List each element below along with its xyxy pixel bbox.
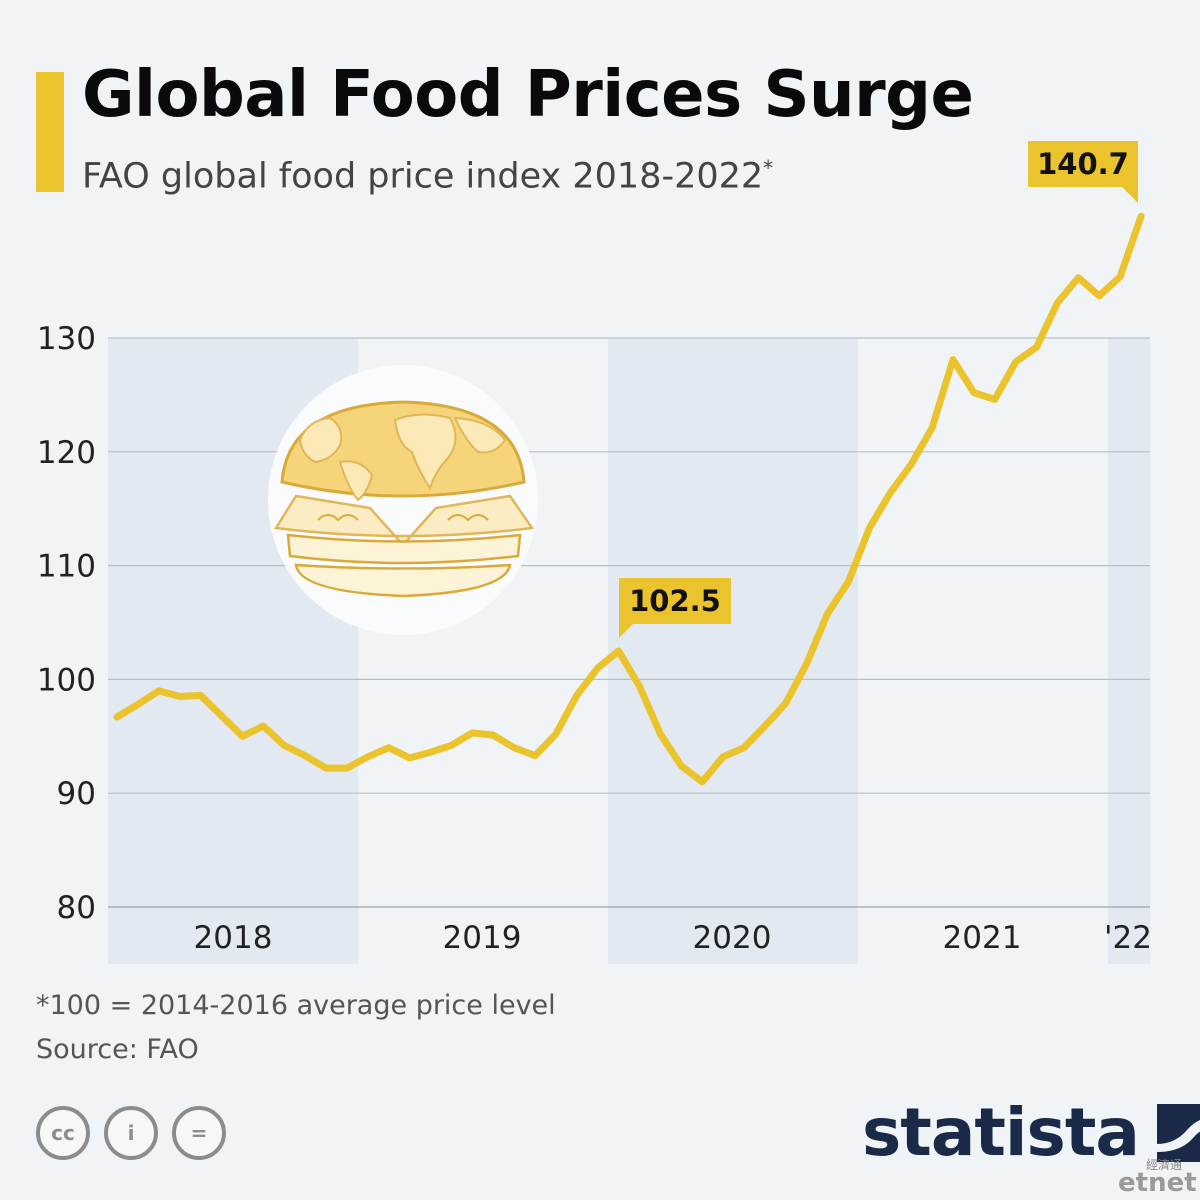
data-point <box>407 755 413 761</box>
data-point <box>992 396 998 402</box>
data-point <box>302 753 308 759</box>
data-point <box>595 665 601 671</box>
data-point <box>825 610 831 616</box>
data-point <box>804 660 810 666</box>
data-point <box>783 700 789 706</box>
statista-logo-icon <box>1156 1104 1200 1162</box>
data-point <box>699 779 705 785</box>
data-point <box>908 461 914 467</box>
data-point <box>1096 293 1102 299</box>
x-year-label: 2018 <box>194 920 273 956</box>
data-point <box>448 742 454 748</box>
data-point <box>574 692 580 698</box>
x-year-label: 2020 <box>693 920 772 956</box>
callout-label: 140.7 <box>1037 147 1129 181</box>
data-point <box>678 763 684 769</box>
data-point <box>1138 213 1144 219</box>
callout-box <box>619 578 731 624</box>
callout-140.7: 140.7 <box>1028 141 1138 203</box>
callout-pointer <box>1122 187 1138 203</box>
creative-commons-icon[interactable]: cc <box>36 1106 90 1160</box>
data-point <box>971 390 977 396</box>
y-axis-ticks: 80 90 100 110 120 130 <box>37 321 96 926</box>
data-point <box>386 745 392 751</box>
gridlines <box>108 337 1150 908</box>
data-point <box>156 688 162 694</box>
attribution-icon[interactable]: i <box>104 1106 158 1160</box>
y-tick-label: 100 <box>37 662 96 698</box>
callout-box <box>1028 141 1138 187</box>
data-point <box>887 490 893 496</box>
data-point <box>511 745 517 751</box>
data-point <box>553 731 559 737</box>
data-point <box>950 357 956 363</box>
license-icons: cc i = <box>36 1106 226 1160</box>
price-index-line <box>113 212 1145 786</box>
source-line: Source: FAO <box>36 1034 199 1065</box>
data-point <box>365 754 371 760</box>
data-point <box>114 714 120 720</box>
year-band-1 <box>608 338 858 964</box>
data-point <box>1075 275 1081 281</box>
no-derivatives-icon[interactable]: = <box>172 1106 226 1160</box>
statista-brand[interactable]: statista <box>862 1100 1200 1166</box>
x-year-label: '22 <box>1104 920 1152 956</box>
data-point <box>281 742 287 748</box>
y-tick-label: 80 <box>57 890 96 926</box>
data-point <box>720 754 726 760</box>
data-points <box>114 213 1144 785</box>
data-point <box>469 730 475 736</box>
y-tick-label: 120 <box>37 435 96 471</box>
chart-subtitle: FAO global food price index 2018-2022* <box>82 156 773 197</box>
y-tick-label: 90 <box>57 776 96 812</box>
data-point <box>657 731 663 737</box>
data-point <box>1034 344 1040 350</box>
x-year-label: 2019 <box>443 920 522 956</box>
data-point <box>198 692 204 698</box>
data-point <box>532 753 538 759</box>
data-point <box>762 723 768 729</box>
year-band-2 <box>1108 338 1150 964</box>
etnet-watermark-cn: 經濟通 <box>1146 1158 1183 1172</box>
callouts: 102.5 140.7 <box>619 141 1138 638</box>
data-point <box>428 749 433 755</box>
data-point <box>846 579 851 585</box>
year-bands <box>108 338 1150 964</box>
data-point <box>239 733 245 739</box>
data-point <box>1117 274 1123 280</box>
x-year-label: 2021 <box>943 920 1022 956</box>
burger-globe-illustration <box>268 365 538 635</box>
data-point <box>323 765 329 771</box>
year-labels: 2018 2019 2020 2021 '22 <box>194 920 1152 956</box>
data-point <box>260 723 266 729</box>
data-point <box>344 765 350 771</box>
subtitle-footnote-marker: * <box>763 156 774 180</box>
callout-102.5: 102.5 <box>619 578 731 638</box>
data-point <box>177 693 183 699</box>
y-tick-label: 110 <box>37 549 96 585</box>
data-point <box>1013 359 1019 365</box>
data-point <box>219 713 224 719</box>
data-point <box>866 525 872 531</box>
chart-title: Global Food Prices Surge <box>82 58 974 132</box>
data-point <box>741 745 747 751</box>
data-point <box>616 648 622 654</box>
callout-label: 102.5 <box>629 584 721 618</box>
data-point <box>929 425 935 431</box>
data-point <box>1055 300 1060 306</box>
data-point <box>490 732 496 738</box>
footnote: *100 = 2014-2016 average price level <box>36 990 556 1021</box>
subtitle-text: FAO global food price index 2018-2022 <box>82 156 764 197</box>
data-point <box>135 701 141 707</box>
data-point <box>637 683 642 689</box>
brand-name: statista <box>862 1094 1140 1171</box>
title-accent-bar <box>36 72 64 192</box>
etnet-watermark: etnet <box>1118 1168 1197 1198</box>
y-tick-label: 130 <box>37 321 96 357</box>
callout-pointer <box>619 624 633 638</box>
